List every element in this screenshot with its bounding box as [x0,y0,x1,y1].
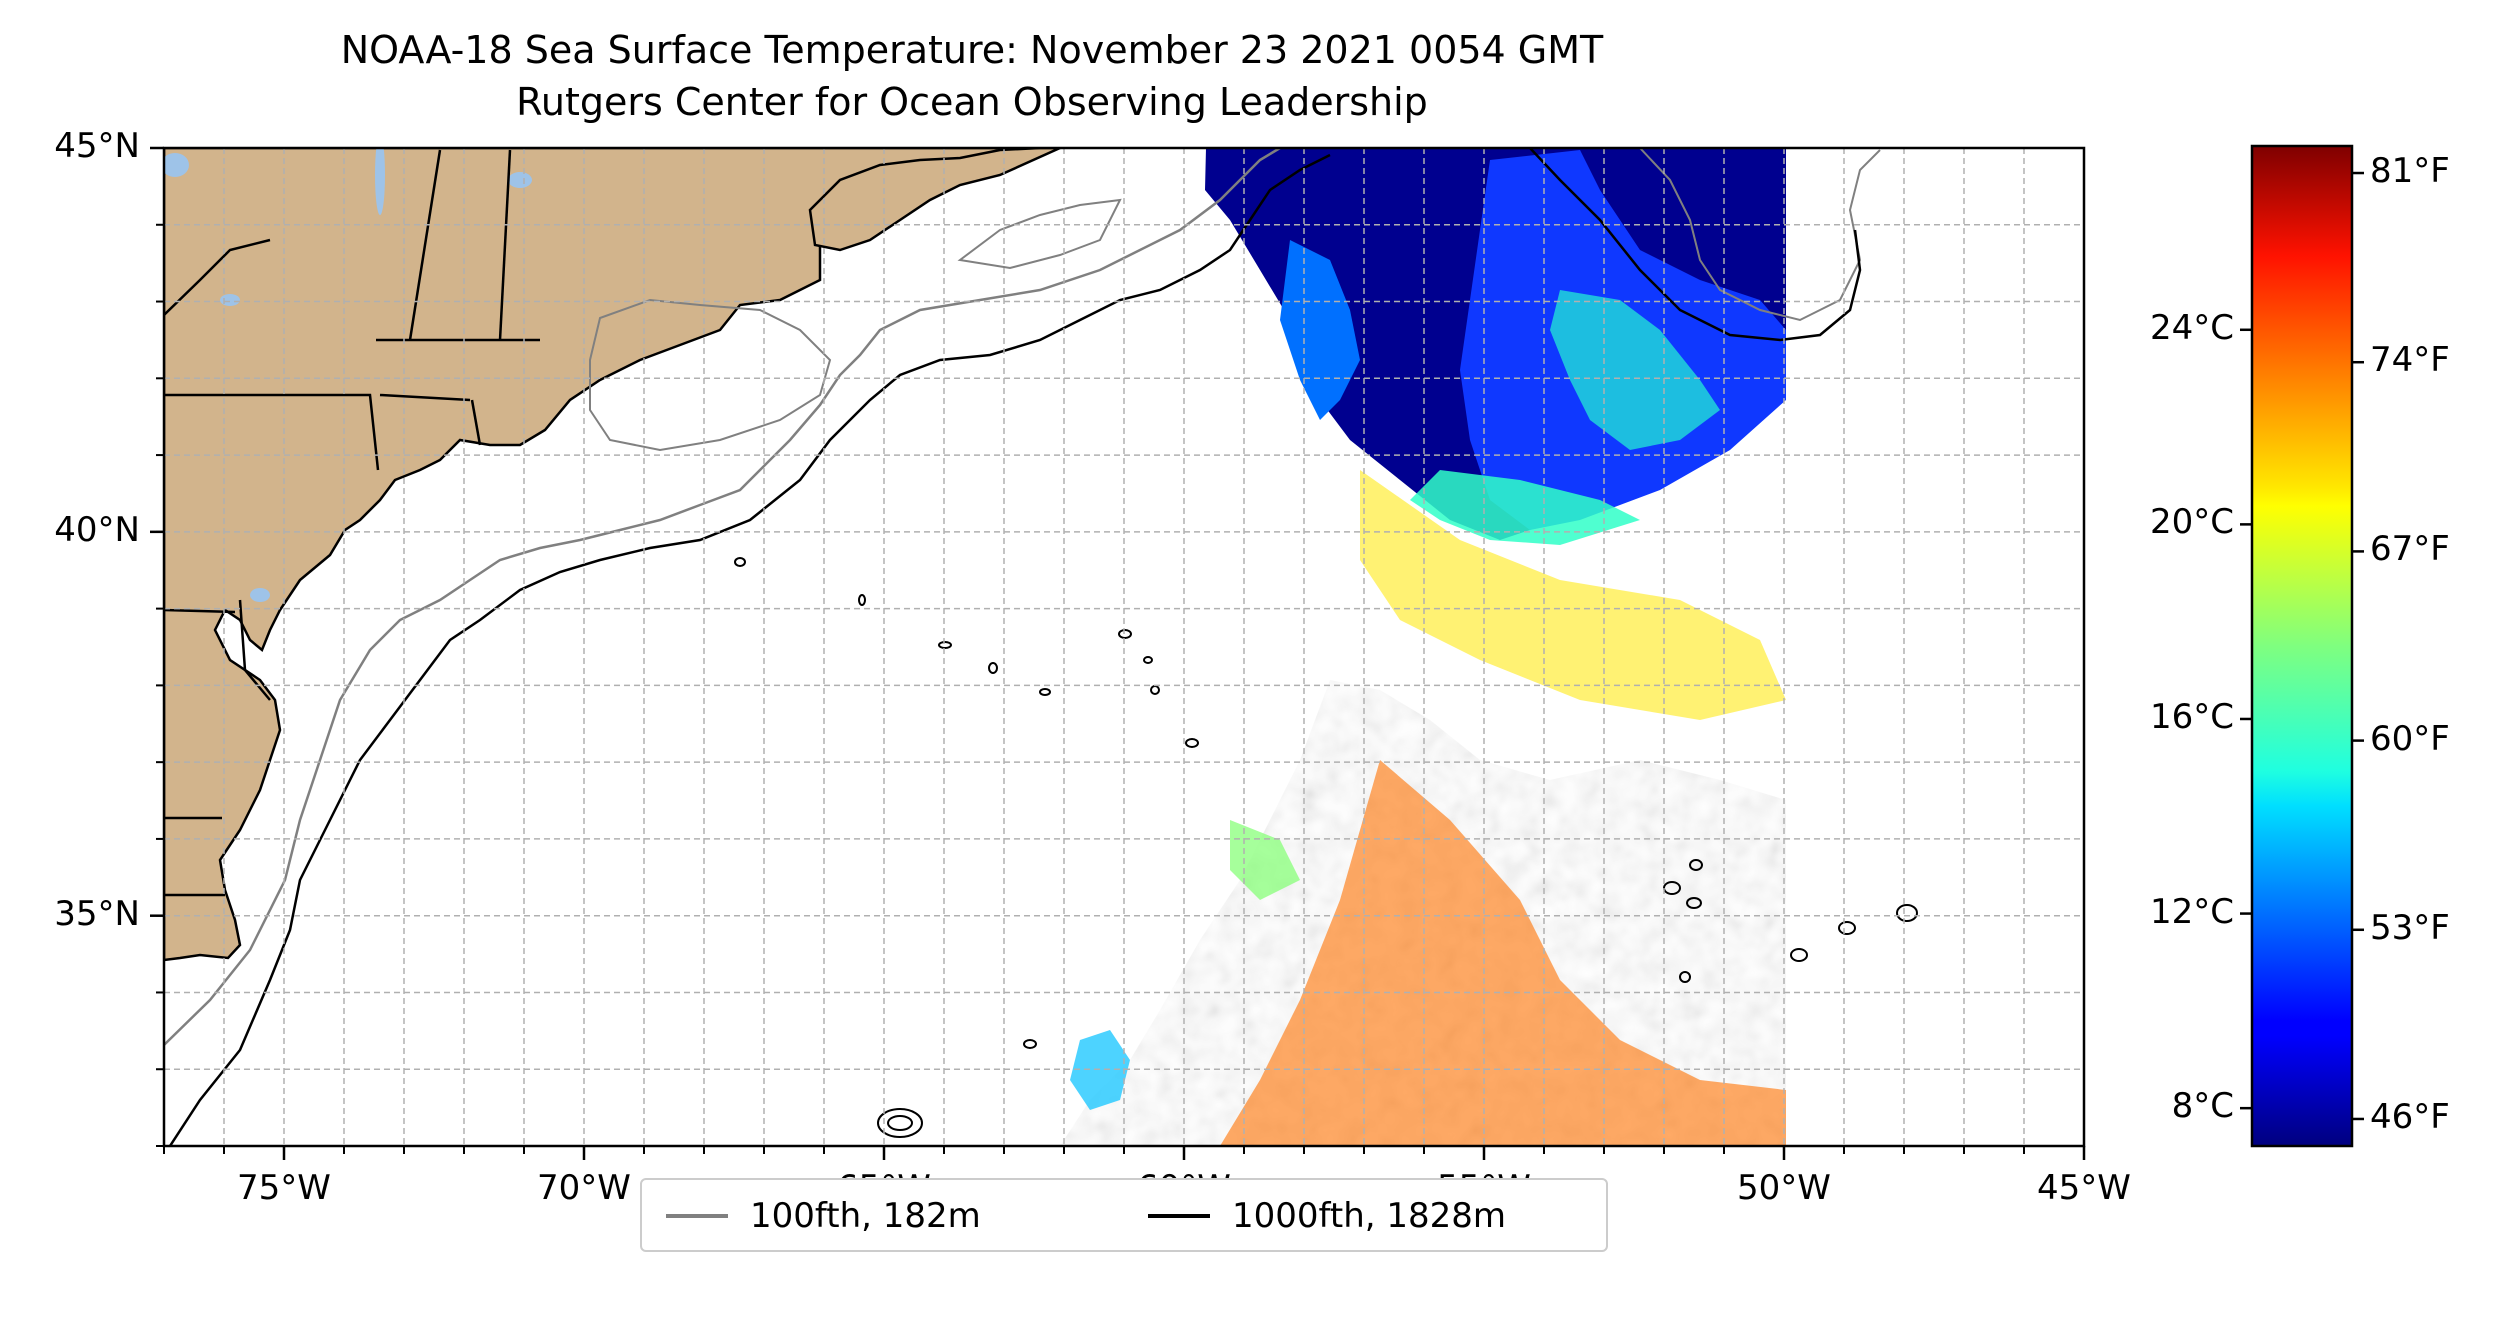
legend-label-1000fth: 1000fth, 1828m [1232,1196,1507,1236]
sst-cyan-swirl [1550,290,1720,450]
colorbar-f-label: 60°F [2370,718,2450,759]
legend: 100fth, 182m 1000fth, 1828m [640,1178,1608,1252]
legend-label-100fth: 100fth, 182m [750,1196,981,1236]
legend-line-grey [666,1214,728,1218]
sst-cold-patch [1280,240,1360,420]
colorbar-c-label: 8°C [2171,1086,2234,1127]
sst-swath [1060,148,1786,1146]
colorbar-f-label: 81°F [2370,151,2450,192]
sst-warm-core [1220,760,1786,1146]
colorbar-ticks [2240,171,2364,1121]
lat-tick-label: 35°N [54,893,140,934]
legend-item-100fth: 100fth, 182m [666,1194,981,1238]
lat-tick-label: 45°N [54,126,140,166]
state-borders [164,149,540,897]
legend-item-1000fth: 1000fth, 1828m [1148,1194,1506,1238]
sst-green-streak [1230,820,1300,900]
lat-tick-label: 40°N [54,509,140,550]
isobath-100fth-east [1639,148,1881,322]
nova-scotia [808,148,1061,252]
colorbar [2250,144,2354,1148]
isobath-100fth-banks [957,198,1122,270]
seamounts [734,557,1918,1138]
colorbar-c-label: 24°C [2149,307,2234,348]
map-title: NOAA-18 Sea Surface Temperature: Novembe… [340,28,1604,72]
colorbar-c-label: 12°C [2149,891,2234,932]
lakes [164,148,532,602]
isobath-100fth-gom [589,298,832,452]
isobath-1000fth [168,153,1331,1146]
colorbar-f-label: 74°F [2370,340,2450,381]
legend-line-black [1148,1214,1210,1218]
land [164,148,1051,962]
axis-ticks [150,146,2086,1160]
isobath-100fth [164,148,1281,1046]
colorbar-c-label: 20°C [2149,502,2234,543]
colorbar-c-label: 16°C [2149,696,2234,737]
map-subtitle: Rutgers Center for Ocean Observing Leade… [516,80,1428,124]
sst-yellow-scatter [1360,470,1786,720]
graticule [164,148,2084,1146]
lon-tick-label: 45°W [2037,1168,2131,1208]
isobath-1000fth-east [1529,148,1862,342]
colorbar-f-label: 53°F [2370,907,2450,948]
sst-front [1410,470,1640,545]
colorbar-f-label: 46°F [2370,1096,2450,1137]
sst-cyan-streak [1070,1030,1130,1110]
lon-tick-label: 75°W [237,1168,331,1208]
colorbar-f-label: 67°F [2370,529,2450,570]
lon-tick-label: 70°W [537,1168,631,1208]
lon-tick-label: 50°W [1737,1168,1831,1208]
